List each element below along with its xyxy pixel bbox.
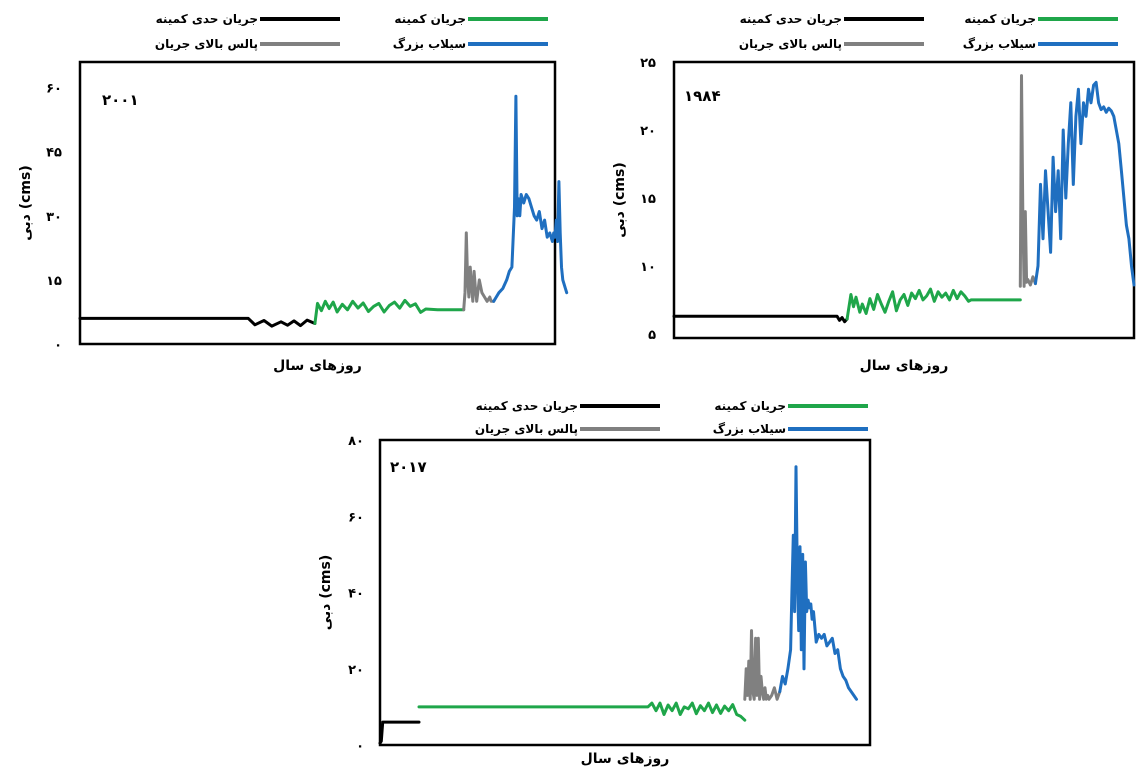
chart-1984-series-high_pulse (1018, 74, 1037, 288)
chart-2017-y-tick-label: ۲۰ (348, 663, 364, 678)
chart-1984-legend-high_pulse-label: پالس بالای جریان (739, 37, 842, 51)
chart-2017-legend-extreme_low-label: جریان حدی کمینه (476, 399, 578, 413)
chart-1984-series-extreme_low (672, 314, 849, 324)
chart-1984-y-tick-label: ۱۵ (640, 192, 656, 207)
chart-1984-plot-frame (672, 60, 1136, 340)
chart-2001-legend-extreme_low-label: جریان حدی کمینه (156, 12, 258, 26)
chart-2001-x-axis-title: روزهای سال (273, 358, 362, 374)
chart-2017-y-tick-label: ۴۰ (348, 587, 364, 602)
chart-1984-y-tick-label: ۲۰ (640, 124, 656, 139)
chart-2001-legend-high_pulse-label: پالس بالای جریان (155, 37, 258, 51)
chart-2017-legend-high_pulse-label: پالس بالای جریان (475, 422, 578, 436)
chart-2017-legend-low-label: جریان کمینه (714, 399, 786, 413)
chart-2001-year-label: ۲۰۰۱ (102, 91, 139, 109)
chart-2001-legend-low-label: جریان کمینه (394, 12, 466, 26)
chart-2017-plot-frame (378, 438, 872, 747)
chart-1984-y-tick-label: ۱۰ (640, 260, 656, 275)
chart-2001-series-extreme_low (78, 316, 317, 328)
chart-2001-y-tick-label: ۴۵ (46, 146, 62, 161)
chart-2017-series-high_pulse (743, 629, 782, 701)
chart-2001-series-high_pulse (462, 231, 496, 312)
chart-2017-x-axis-title: روزهای سال (581, 751, 670, 767)
chart-1984-legend-large_flood-label: سیلاب بزرگ (963, 36, 1036, 51)
chart-1984-legend-extreme_low-label: جریان حدی کمینه (740, 12, 842, 26)
chart-2001-y-tick-label: ۶۰ (46, 82, 62, 97)
chart-2017-y-axis-title: دبی (cms) (318, 555, 334, 631)
chart-2017-svg: جریان حدی کمینه جریان کمینه پالس بالای جری… (318, 399, 872, 767)
chart-2017-series-low (417, 701, 747, 722)
chart-2001-svg: جریان حدی کمینه جریان کمینه پالس بالای جری… (18, 12, 569, 374)
chart-2001-y-axis-title: دبی (cms) (18, 165, 34, 241)
chart-2001-plot-frame (78, 60, 557, 346)
chart-1984-series-large_flood (1033, 80, 1136, 287)
chart-2017-y-tick-label: ۸۰ (348, 434, 364, 449)
chart-2017-legend-large_flood-label: سیلاب بزرگ (713, 421, 786, 436)
chart-1984-y-tick-label: ۲۵ (640, 56, 656, 71)
chart-2017-series-large_flood (778, 465, 858, 701)
chart-2001-y-tick-label: ۳۰ (46, 210, 62, 225)
chart-2017: جریان حدی کمینه جریان کمینه پالس بالای جری… (318, 385, 880, 769)
chart-2017-year-label: ۲۰۱۷ (390, 458, 427, 476)
chart-1984-series-low (845, 287, 1022, 321)
chart-2001-series-large_flood (492, 94, 569, 303)
chart-2001-y-tick-label: ۱۵ (46, 274, 62, 289)
chart-2017-y-tick-label: ۰ (356, 739, 364, 754)
chart-1984-y-axis-title: دبی (cms) (612, 162, 628, 238)
chart-1984-year-label: ۱۹۸۴ (684, 87, 721, 105)
chart-2001: جریان حدی کمینه جریان کمینه پالس بالای جری… (0, 0, 569, 380)
chart-2001-legend-large_flood-label: سیلاب بزرگ (393, 36, 466, 51)
chart-1984-y-tick-label: ۵ (648, 328, 656, 343)
chart-2017-y-tick-label: ۶۰ (348, 510, 364, 525)
chart-1984-legend-low-label: جریان کمینه (964, 12, 1036, 26)
chart-2017-series-extreme_low (378, 720, 421, 745)
chart-2001-y-tick-label: ۰ (54, 338, 62, 353)
chart-1984-svg: جریان حدی کمینه جریان کمینه پالس بالای جری… (612, 12, 1136, 374)
chart-2001-series-low (313, 298, 466, 325)
chart-1984: جریان حدی کمینه جریان کمینه پالس بالای جری… (600, 0, 1136, 380)
chart-1984-x-axis-title: روزهای سال (860, 358, 949, 374)
